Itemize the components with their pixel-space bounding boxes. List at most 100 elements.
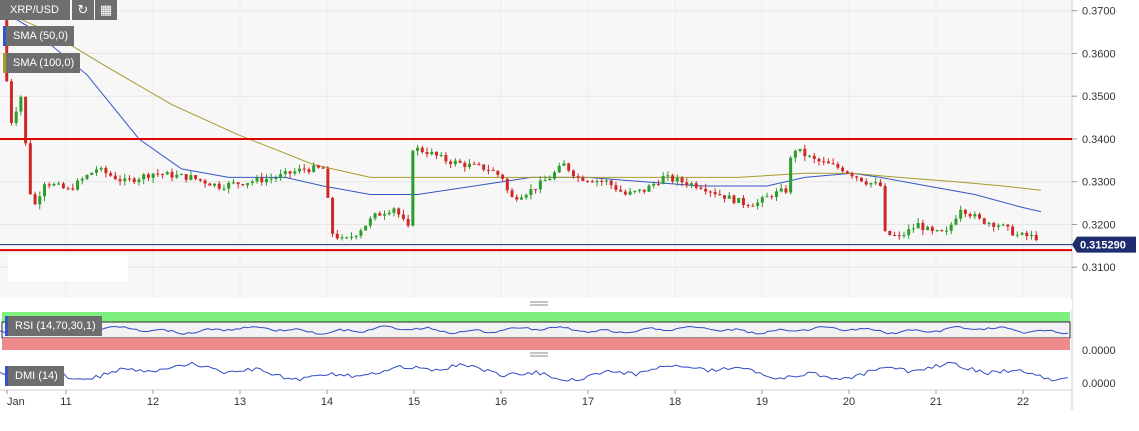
candle-body <box>841 167 845 172</box>
candle-body <box>935 230 939 232</box>
candle-body <box>146 174 150 178</box>
candle-body <box>43 184 47 197</box>
candle-body <box>756 202 760 206</box>
candle-body <box>505 178 509 191</box>
candle-body <box>534 189 538 191</box>
candle-body <box>812 155 816 159</box>
x-tick-label: Jan <box>7 396 25 408</box>
candle-body <box>926 226 930 231</box>
candle-body <box>57 183 61 185</box>
candle-body <box>614 185 618 190</box>
refresh-button[interactable]: ↻ <box>72 0 94 20</box>
candle-body <box>959 209 963 219</box>
candle-body <box>1011 226 1015 236</box>
candle-body <box>151 173 155 178</box>
candle-body <box>99 167 103 170</box>
candle-body <box>198 178 202 181</box>
candle-body <box>326 168 330 198</box>
candle-body <box>963 209 967 214</box>
candle-body <box>600 180 604 182</box>
rsi-overbought-zone <box>2 312 1070 322</box>
candle-body <box>179 174 183 176</box>
candle-body <box>713 191 717 195</box>
candle-body <box>661 176 665 184</box>
candle-body <box>793 150 797 158</box>
candle-body <box>439 155 443 157</box>
candle-body <box>718 194 722 196</box>
candle-body <box>416 147 420 151</box>
candle-body <box>638 189 642 191</box>
last-price-label: 0.315290 <box>1080 240 1126 252</box>
candle-body <box>689 183 693 186</box>
candle-body <box>94 169 98 173</box>
candle-body <box>1029 234 1033 237</box>
candle-body <box>458 160 462 163</box>
candle-body <box>510 190 514 197</box>
pane-resize-handle[interactable] <box>0 300 1072 310</box>
candle-body <box>553 172 557 179</box>
candle-body <box>529 189 533 196</box>
dmi-line <box>0 361 1069 382</box>
sma50-label: SMA (50,0) <box>13 30 69 42</box>
sma50-legend[interactable]: SMA (50,0) <box>3 26 75 46</box>
candle-body <box>604 180 608 182</box>
y-tick-label: 0.3100 <box>1082 262 1116 274</box>
candle-body <box>893 235 897 237</box>
rsi-line <box>0 325 1069 335</box>
candle-body <box>538 180 542 190</box>
candle-body <box>170 172 174 178</box>
candle-body <box>557 165 561 173</box>
candle-body <box>1034 234 1038 241</box>
candle-body <box>175 174 179 178</box>
candle-body <box>321 167 325 169</box>
candle-body <box>779 188 783 192</box>
candle-body <box>978 214 982 219</box>
x-tick-label: 21 <box>930 396 942 408</box>
candle-body <box>33 194 37 205</box>
candle-body <box>921 223 925 231</box>
candle-body <box>279 174 283 179</box>
candle-body <box>364 225 368 231</box>
sma100-legend[interactable]: SMA (100,0) <box>3 53 81 73</box>
candle-body <box>118 179 122 182</box>
symbol-label[interactable]: XRP/USD <box>0 0 70 20</box>
candle-body <box>463 162 467 168</box>
dmi-legend[interactable]: DMI (14) <box>5 366 64 386</box>
last-price-marker <box>1072 236 1136 253</box>
dmi-value-label: 0.0000 <box>1082 378 1116 390</box>
candle-body <box>61 183 65 189</box>
candle-body <box>260 177 264 183</box>
candle-body <box>685 182 689 186</box>
candle-body <box>401 214 405 219</box>
candle-body <box>368 218 372 226</box>
candle-body <box>76 180 80 190</box>
candle-body <box>222 188 226 190</box>
candle-body <box>298 168 302 172</box>
refresh-icon: ↻ <box>77 2 89 17</box>
y-tick-label: 0.3400 <box>1082 134 1116 146</box>
candle-body <box>496 170 500 175</box>
candle-body <box>453 160 457 164</box>
candle-body <box>19 96 23 112</box>
candle-body <box>784 188 788 193</box>
candle-body <box>486 169 490 171</box>
calendar-button[interactable]: ▦ <box>95 0 117 20</box>
candle-body <box>236 182 240 185</box>
candle-body <box>704 188 708 192</box>
candle-body <box>519 197 523 200</box>
candle-body <box>307 169 311 172</box>
candle-body <box>581 177 585 181</box>
candle-body <box>883 185 887 231</box>
candle-body <box>954 218 958 225</box>
x-tick-label: 14 <box>321 396 333 408</box>
pane-resize-handle[interactable] <box>530 352 548 357</box>
candle-body <box>874 182 878 184</box>
candle-body <box>930 226 934 232</box>
candle-body <box>434 151 438 156</box>
candle-body <box>822 161 826 163</box>
rsi-oversold-zone <box>2 338 1070 350</box>
rsi-legend[interactable]: RSI (14,70,30,1) <box>5 316 102 336</box>
candle-body <box>24 96 28 144</box>
